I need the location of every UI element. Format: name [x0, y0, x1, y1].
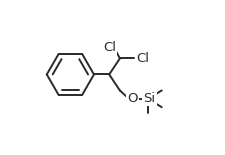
Text: Cl: Cl	[135, 52, 148, 65]
Text: O: O	[127, 92, 137, 105]
Text: Si: Si	[143, 92, 155, 105]
Text: Cl: Cl	[103, 41, 116, 54]
